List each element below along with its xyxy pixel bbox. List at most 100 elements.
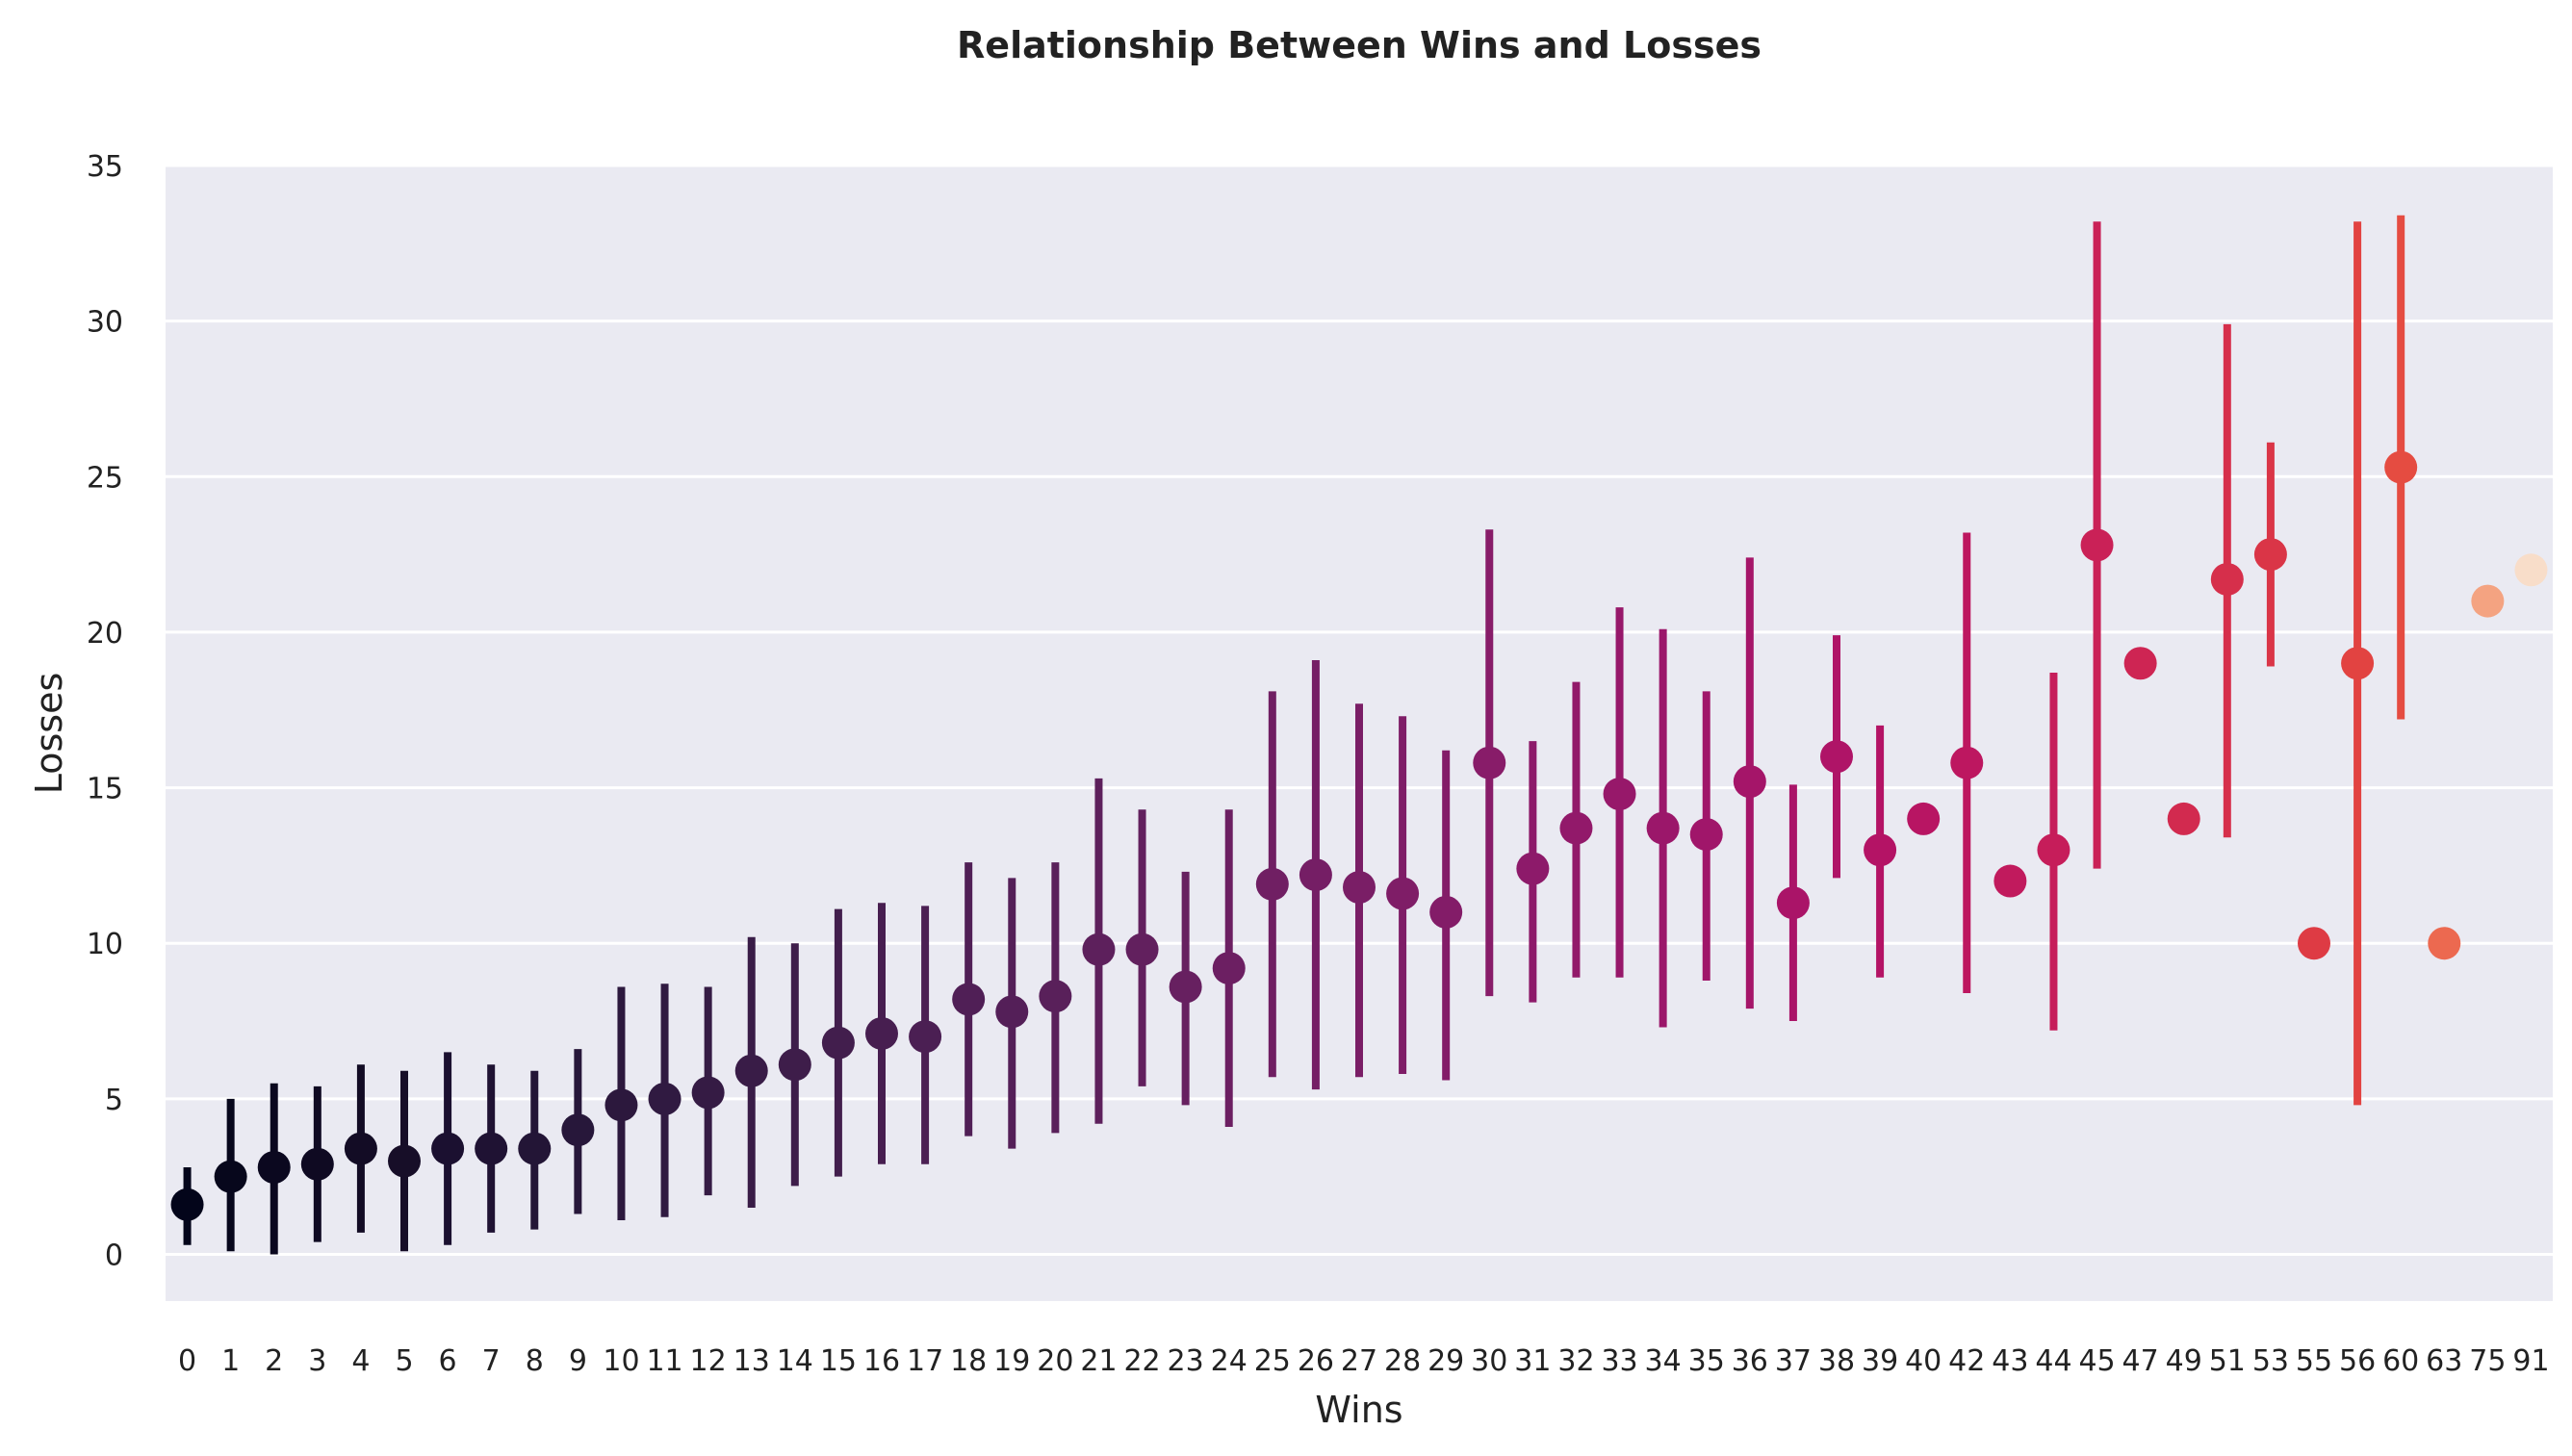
x-tick-label: 20 xyxy=(1037,1344,1073,1378)
x-tick-label: 45 xyxy=(2078,1344,2115,1378)
x-tick-label: 1 xyxy=(221,1344,240,1378)
data-point xyxy=(214,1160,247,1193)
x-tick-label: 47 xyxy=(2122,1344,2159,1378)
data-point xyxy=(952,983,986,1016)
data-point xyxy=(648,1082,682,1115)
x-tick-label: 5 xyxy=(395,1344,413,1378)
data-point xyxy=(821,1026,855,1060)
data-point xyxy=(170,1188,204,1221)
x-tick-label: 3 xyxy=(308,1344,326,1378)
y-axis-label: Losses xyxy=(28,673,70,795)
x-tick-label: 63 xyxy=(2426,1344,2462,1378)
x-tick-label: 49 xyxy=(2166,1344,2202,1378)
x-tick-label: 29 xyxy=(1427,1344,1464,1378)
y-tick-labels: 0 5 10 15 20 25 30 35 xyxy=(87,150,123,1273)
y-tick-label: 25 xyxy=(87,461,123,495)
data-point xyxy=(1646,811,1680,845)
data-point xyxy=(1255,867,1289,901)
x-tick-label: 15 xyxy=(820,1344,857,1378)
data-point xyxy=(2037,833,2070,867)
data-point xyxy=(1603,778,1636,811)
data-point xyxy=(1864,833,1897,867)
x-tick-label: 7 xyxy=(482,1344,501,1378)
x-tick-label: 30 xyxy=(1471,1344,1507,1378)
data-marks xyxy=(170,215,2548,1255)
x-tick-label: 40 xyxy=(1905,1344,1942,1378)
data-point xyxy=(561,1113,595,1147)
data-point xyxy=(1082,932,1116,966)
x-tick-label: 39 xyxy=(1862,1344,1898,1378)
data-point xyxy=(1125,932,1159,966)
x-tick-label: 8 xyxy=(526,1344,544,1378)
data-point xyxy=(1039,980,1072,1013)
x-tick-label: 0 xyxy=(178,1344,196,1378)
x-tick-label: 75 xyxy=(2469,1344,2506,1378)
data-point xyxy=(431,1132,465,1165)
x-tick-label: 34 xyxy=(1645,1344,1682,1378)
data-point xyxy=(1733,765,1766,799)
x-tick-label: 27 xyxy=(1341,1344,1377,1378)
data-point xyxy=(1993,864,2027,898)
x-tick-label: 26 xyxy=(1298,1344,1334,1378)
data-point xyxy=(691,1076,725,1110)
y-tick-label: 20 xyxy=(87,617,123,651)
data-point xyxy=(2471,584,2505,618)
x-tick-label: 51 xyxy=(2209,1344,2246,1378)
data-point xyxy=(2167,802,2200,835)
data-point xyxy=(2210,562,2244,596)
data-point xyxy=(2080,528,2114,562)
data-point xyxy=(1689,818,1723,852)
data-point xyxy=(2428,927,2461,960)
x-tick-label: 14 xyxy=(777,1344,813,1378)
x-tick-label: 42 xyxy=(1948,1344,1985,1378)
data-point xyxy=(475,1132,508,1165)
data-point xyxy=(1299,858,1332,892)
data-point xyxy=(1343,871,1376,905)
y-tick-label: 30 xyxy=(87,306,123,340)
x-tick-label: 6 xyxy=(439,1344,457,1378)
x-tick-label: 10 xyxy=(603,1344,639,1378)
x-axis-label: Wins xyxy=(1315,1389,1402,1431)
x-tick-label: 55 xyxy=(2296,1344,2332,1378)
x-tick-label: 2 xyxy=(265,1344,283,1378)
data-point xyxy=(2298,927,2330,960)
data-point xyxy=(1907,802,1941,835)
y-tick-label: 5 xyxy=(105,1084,123,1117)
y-tick-label: 15 xyxy=(87,773,123,806)
x-tick-label: 56 xyxy=(2339,1344,2376,1378)
x-tick-label: 31 xyxy=(1514,1344,1551,1378)
data-point xyxy=(604,1088,638,1122)
x-tick-label: 21 xyxy=(1080,1344,1117,1378)
x-tick-label: 35 xyxy=(1688,1344,1725,1378)
data-point xyxy=(257,1150,291,1184)
x-tick-label: 11 xyxy=(646,1344,682,1378)
data-point xyxy=(300,1147,334,1181)
data-point xyxy=(1169,970,1202,1004)
data-point xyxy=(1516,852,1550,885)
data-point xyxy=(1473,746,1506,779)
data-point xyxy=(388,1144,421,1178)
data-point xyxy=(1559,811,1593,845)
data-point xyxy=(909,1020,942,1054)
x-tick-label: 18 xyxy=(950,1344,987,1378)
x-tick-label: 60 xyxy=(2382,1344,2419,1378)
x-tick-label: 17 xyxy=(907,1344,943,1378)
x-tick-label: 44 xyxy=(2035,1344,2071,1378)
x-tick-labels: 0 1 2 3 4 5 6 7 8 9 10 11 12 13 14 15 16 17 18 19 20 21 22 23 24… xyxy=(178,1344,2550,1378)
x-tick-label: 28 xyxy=(1384,1344,1421,1378)
x-tick-label: 9 xyxy=(569,1344,587,1378)
x-tick-label: 91 xyxy=(2512,1344,2549,1378)
x-tick-label: 37 xyxy=(1775,1344,1812,1378)
data-point xyxy=(865,1016,898,1050)
data-point xyxy=(1776,886,1810,920)
x-tick-label: 36 xyxy=(1732,1344,1768,1378)
data-point xyxy=(2384,450,2418,484)
data-point xyxy=(778,1048,811,1082)
x-tick-label: 24 xyxy=(1211,1344,1247,1378)
x-tick-label: 33 xyxy=(1601,1344,1637,1378)
x-tick-label: 19 xyxy=(993,1344,1030,1378)
data-point xyxy=(995,995,1029,1029)
data-point xyxy=(518,1132,552,1165)
x-tick-label: 43 xyxy=(1992,1344,2028,1378)
